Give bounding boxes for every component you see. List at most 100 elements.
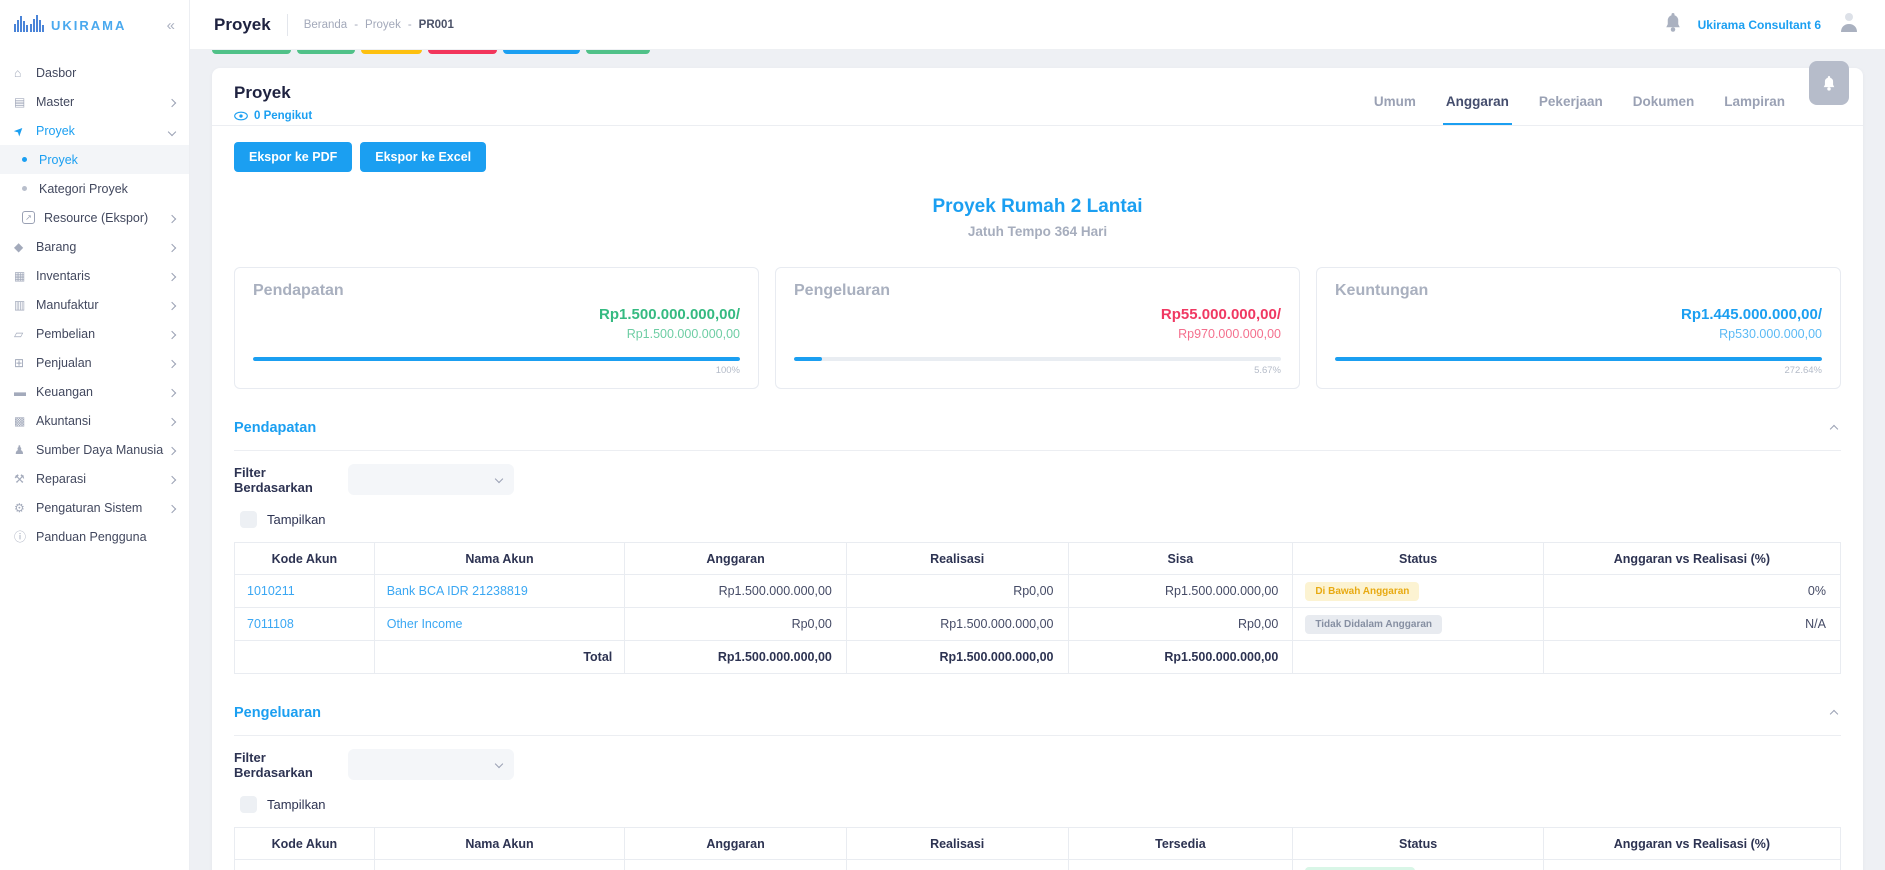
sidebar-item-pembelian[interactable]: ▱ Pembelian — [0, 319, 189, 348]
panel-title: Proyek — [234, 83, 291, 102]
project-title: Proyek Rumah 2 Lantai — [932, 196, 1143, 217]
status-cell: Tidak Didalam Anggaran — [1292, 607, 1544, 641]
briefcase-icon: ▤ — [14, 94, 26, 109]
summary-cards: Pendapatan Rp1.500.000.000,00/ Rp1.500.0… — [234, 267, 1841, 389]
total-realisasi: Rp1.500.000.000,00 — [845, 640, 1069, 674]
progress-bar — [253, 357, 740, 361]
filter-select[interactable] — [348, 749, 514, 780]
section-pengeluaran: Pengeluaran Filter Berdasarkan Tampilkan… — [234, 700, 1842, 870]
keuntungan-subamount: Rp530.000.000,00 — [1719, 327, 1822, 341]
sidebar-collapse-icon[interactable]: « — [166, 16, 175, 34]
chevron-down-icon — [494, 759, 504, 769]
tab-anggaran[interactable]: Anggaran — [1442, 94, 1512, 125]
anggaran-vs-realisasi-value: N/A — [1542, 607, 1842, 641]
avatar-icon[interactable] — [1837, 10, 1861, 39]
sidebar-item-keuangan[interactable]: ▬ Keuangan — [0, 377, 189, 406]
sidebar-item-pengaturan-sistem[interactable]: ⚙ Pengaturan Sistem — [0, 493, 189, 522]
table-header-row: Kode Akun Nama Akun Anggaran Realisasi S… — [234, 542, 1842, 575]
chevron-up-icon[interactable] — [1827, 700, 1841, 726]
anggaran-vs-realisasi-value: 0% — [1542, 574, 1842, 608]
sidebar-item-akuntansi[interactable]: ▩ Akuntansi — [0, 406, 189, 435]
panel-tabs: Umum Anggaran Pekerjaan Dokumen Lampiran — [1374, 68, 1785, 125]
kode-akun-link[interactable]: 7011108 — [234, 607, 375, 641]
realisasi-value: Rp0,00 — [845, 859, 1069, 870]
sidebar-item-penjualan[interactable]: ⊞ Penjualan — [0, 348, 189, 377]
progress-percent: 100% — [715, 365, 740, 376]
sidebar-item-panduan-pengguna[interactable]: ⓘ Panduan Pengguna — [14, 529, 147, 545]
pendapatan-amount: Rp1.500.000.000,00/ — [599, 306, 740, 323]
sidebar-item-inventaris[interactable]: ▦ Inventaris — [0, 261, 189, 290]
section-heading: Pengeluaran — [234, 705, 322, 721]
page-title: Proyek — [214, 14, 271, 34]
nama-akun-link[interactable]: Petty Cash Warehouse — [373, 859, 626, 870]
tampilkan-checkbox[interactable] — [240, 511, 257, 528]
chevron-down-icon — [494, 474, 504, 484]
card-pengeluaran: Pengeluaran Rp55.000.000,00/ Rp970.000.0… — [775, 267, 1300, 389]
sidebar-item-dasbor[interactable]: ⌂ Dasbor — [14, 65, 77, 80]
chevron-right-icon — [167, 211, 177, 225]
tampilkan-label: Tampilkan — [267, 512, 326, 527]
total-anggaran: Rp1.500.000.000,00 — [624, 640, 847, 674]
reminder-bell-button[interactable] — [1809, 61, 1849, 105]
sidebar-item-proyek[interactable]: ➤ Proyek — [0, 116, 189, 145]
notification-bell-icon[interactable] — [1664, 12, 1682, 37]
chevron-up-icon[interactable] — [1827, 415, 1841, 441]
breadcrumb-beranda[interactable]: Beranda — [303, 18, 348, 31]
followers-link[interactable]: 0 Pengikut — [234, 110, 312, 122]
tab-dokumen[interactable]: Dokumen — [1632, 94, 1695, 109]
sidebar-subitem-resource-ekspor[interactable]: ↗ Resource (Ekspor) — [0, 203, 189, 232]
card-keuntungan: Keuntungan Rp1.445.000.000,00/ Rp530.000… — [1316, 267, 1841, 389]
sidebar-item-reparasi[interactable]: ⚒ Reparasi — [0, 464, 189, 493]
kode-akun-link[interactable]: 1010211 — [234, 574, 375, 608]
ekspor-pdf-button[interactable]: Ekspor ke PDF — [234, 142, 353, 172]
progress-bar — [1335, 357, 1822, 361]
kode-akun-link[interactable]: 1010112 — [234, 859, 375, 870]
breadcrumb-separator: - — [354, 18, 359, 31]
tab-lampiran[interactable]: Lampiran — [1724, 94, 1785, 109]
ekspor-excel-button[interactable]: Ekspor ke Excel — [360, 142, 487, 172]
filter-label: Filter Berdasarkan — [234, 749, 313, 780]
sidebar-item-barang[interactable]: ◆ Barang — [0, 232, 189, 261]
tab-umum[interactable]: Umum — [1373, 94, 1416, 109]
chevron-right-icon — [167, 501, 177, 515]
person-icon: ♟ — [14, 442, 25, 457]
status-cell: Di Bawah Anggaran — [1292, 574, 1544, 608]
chevron-down-icon — [167, 124, 177, 138]
anggaran-vs-realisasi-value: 0% — [1542, 859, 1842, 870]
chevron-right-icon — [167, 356, 177, 370]
sidebar-item-sumber-daya-manusia[interactable]: ♟ Sumber Daya Manusia — [0, 435, 189, 464]
chevron-right-icon — [167, 414, 177, 428]
nama-akun-link[interactable]: Bank BCA IDR 21238819 — [373, 574, 626, 608]
user-menu[interactable]: Ukirama Consultant 6 — [1697, 17, 1821, 32]
tab-pekerjaan[interactable]: Pekerjaan — [1538, 94, 1603, 109]
section-divider — [234, 735, 1841, 736]
tampilkan-checkbox[interactable] — [240, 796, 257, 813]
realisasi-value: Rp1.500.000.000,00 — [845, 607, 1069, 641]
progress-bar — [794, 357, 1281, 361]
chevron-right-icon — [167, 472, 177, 486]
table-total-row: Total Rp1.500.000.000,00 Rp1.500.000.000… — [234, 640, 1842, 674]
project-panel: Proyek 0 Pengikut Umum Anggaran Pekerjaa… — [212, 61, 1863, 870]
sisa-value: Rp0,00 — [1067, 607, 1294, 641]
sidebar-item-manufaktur[interactable]: ▥ Manufaktur — [0, 290, 189, 319]
anggaran-value: Rp0,00 — [624, 607, 847, 641]
inventory-icon: ▦ — [14, 268, 26, 283]
sidebar-subitem-kategori-proyek[interactable]: Kategori Proyek — [0, 174, 189, 203]
brand-name: UKIRAMA — [51, 17, 127, 33]
filter-label: Filter Berdasarkan — [234, 464, 313, 495]
table-header-row: Kode Akun Nama Akun Anggaran Realisasi T… — [234, 827, 1842, 860]
keuntungan-amount: Rp1.445.000.000,00/ — [1681, 306, 1822, 323]
nama-akun-link[interactable]: Other Income — [373, 607, 626, 641]
info-icon: ⓘ — [14, 530, 27, 544]
chevron-right-icon — [167, 95, 177, 109]
sidebar-item-master[interactable]: ▤ Master — [0, 87, 189, 116]
home-icon: ⌂ — [14, 65, 22, 80]
breadcrumb-proyek[interactable]: Proyek — [365, 18, 401, 31]
sidebar-subitem-proyek[interactable]: Proyek — [0, 145, 189, 174]
status-badge: Di Bawah Anggaran — [1305, 581, 1420, 601]
gear-icon: ⚙ — [14, 500, 25, 515]
filter-select[interactable] — [348, 464, 514, 495]
pengeluaran-amount: Rp55.000.000,00/ — [1160, 306, 1281, 323]
anggaran-value: Rp1.500.000.000,00 — [624, 574, 847, 608]
pengeluaran-table: Kode Akun Nama Akun Anggaran Realisasi T… — [234, 827, 1842, 870]
